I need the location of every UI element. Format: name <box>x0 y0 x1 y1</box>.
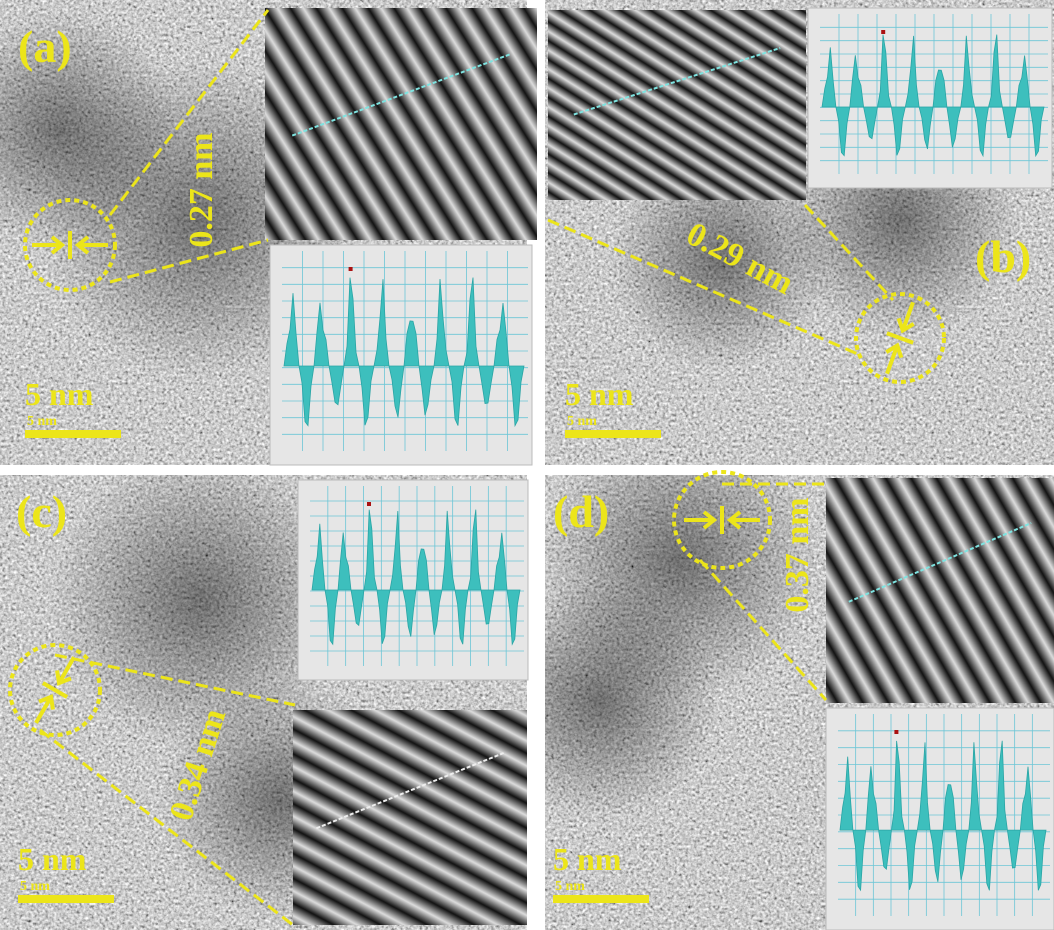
callout-line <box>698 558 828 702</box>
panel-label: (d) <box>553 486 609 537</box>
region-circle <box>23 198 117 292</box>
panel-label: (c) <box>16 486 67 537</box>
scale-label-small: 5 nm <box>27 414 57 429</box>
callout-line <box>54 653 296 707</box>
spacing-arrows <box>885 301 915 375</box>
profile-plot <box>807 7 1053 189</box>
panel: (c)0.34 nm5 nm5 nm <box>0 475 529 930</box>
profile-line <box>573 47 781 116</box>
scale-label: 5 nm <box>565 376 634 412</box>
profile-curve <box>311 509 521 646</box>
scale-label-small: 5 nm <box>555 879 585 894</box>
profile-plot <box>825 707 1054 930</box>
scale-bar <box>18 895 114 903</box>
region-circle <box>8 643 102 737</box>
spacing-arrows <box>32 231 108 259</box>
profile-line <box>848 522 1032 603</box>
fringe-image <box>826 478 1054 703</box>
panel: (d) 0.37 nm 5 nm 5 nm <box>545 470 1054 930</box>
fringe-image <box>548 10 806 200</box>
plot-marker <box>881 30 886 34</box>
profile-line <box>316 752 504 830</box>
scale-bar <box>565 430 661 438</box>
scale-bar <box>25 430 121 438</box>
profile-curve <box>821 34 1045 158</box>
panel: (a) 0.27 nm 5 nm 5 nm <box>0 0 537 466</box>
callout-line <box>108 9 270 216</box>
scale-label: 5 nm <box>25 376 94 412</box>
profile-curve <box>839 740 1047 892</box>
arrow <box>32 231 108 259</box>
fringe-image <box>265 8 537 240</box>
spacing-label: 0.27 nm <box>183 132 220 247</box>
arrow <box>885 301 915 375</box>
spacing-label: 0.37 nm <box>779 497 816 612</box>
plot-marker <box>348 267 353 271</box>
scale-label-small: 5 nm <box>20 879 50 894</box>
profile-line <box>291 53 511 137</box>
scale-label: 5 nm <box>18 841 87 877</box>
callout-line <box>547 218 861 357</box>
dark-region <box>545 475 820 700</box>
region-circle <box>854 292 946 384</box>
profile-plot <box>297 479 529 681</box>
scale-bar <box>553 895 649 903</box>
fringe-image <box>293 710 527 925</box>
profile-plot <box>269 244 533 466</box>
arrow <box>684 506 760 534</box>
plot-marker <box>894 730 899 734</box>
spacing-arrows <box>34 656 76 724</box>
callout-line <box>109 238 269 284</box>
plot-marker <box>367 502 371 506</box>
scale-label-small: 5 nm <box>567 414 597 429</box>
callout-line <box>803 203 895 302</box>
dark-region <box>0 10 180 250</box>
panel: (b)0.29 nm5 nm5 nm <box>545 0 1054 465</box>
arrow <box>34 656 76 724</box>
panel-label: (a) <box>18 21 72 72</box>
region-circle <box>672 470 772 570</box>
scale-label: 5 nm <box>553 841 622 877</box>
profile-curve <box>283 277 525 428</box>
spacing-arrows <box>684 506 760 534</box>
dark-region <box>610 150 830 370</box>
panel-label: (b) <box>975 231 1031 282</box>
